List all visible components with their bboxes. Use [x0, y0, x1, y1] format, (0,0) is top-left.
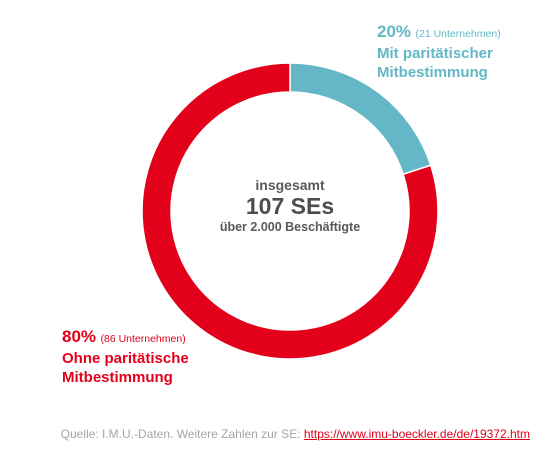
annotation-label-line1: Ohne paritätische — [62, 350, 189, 367]
annotation-label-line2: Mitbestimmung — [377, 64, 488, 81]
slice-ohne-paritaetisch — [141, 62, 439, 360]
annotation-mit-paritaetisch: 20% (21 Unternehmen) Mit paritätischer M… — [377, 22, 501, 82]
annotation-label-line2: Mitbestimmung — [62, 369, 173, 386]
center-value: 107 SEs — [245, 193, 335, 219]
annotation-label-line1: Mit paritätischer — [377, 45, 493, 62]
annotation-percent: 20% — [377, 22, 412, 41]
source-footer: Quelle: I.M.U.-Daten. Weitere Zahlen zur… — [0, 427, 548, 441]
center-label: insgesamt — [255, 177, 325, 193]
annotation-ohne-paritaetisch: 80% (86 Unternehmen) Ohne paritätische M… — [62, 327, 189, 387]
source-text: Quelle: I.M.U.-Daten. Weitere Zahlen zur… — [60, 427, 304, 441]
annotation-percent: 80% — [62, 327, 97, 346]
source-link[interactable]: https://www.imu-boeckler.de/de/19372.htm — [303, 427, 530, 441]
center-sublabel: über 2.000 Beschäftigte — [219, 220, 361, 234]
annotation-count: (21 Unternehmen) — [415, 28, 501, 40]
annotation-count: (86 Unternehmen) — [100, 333, 186, 345]
